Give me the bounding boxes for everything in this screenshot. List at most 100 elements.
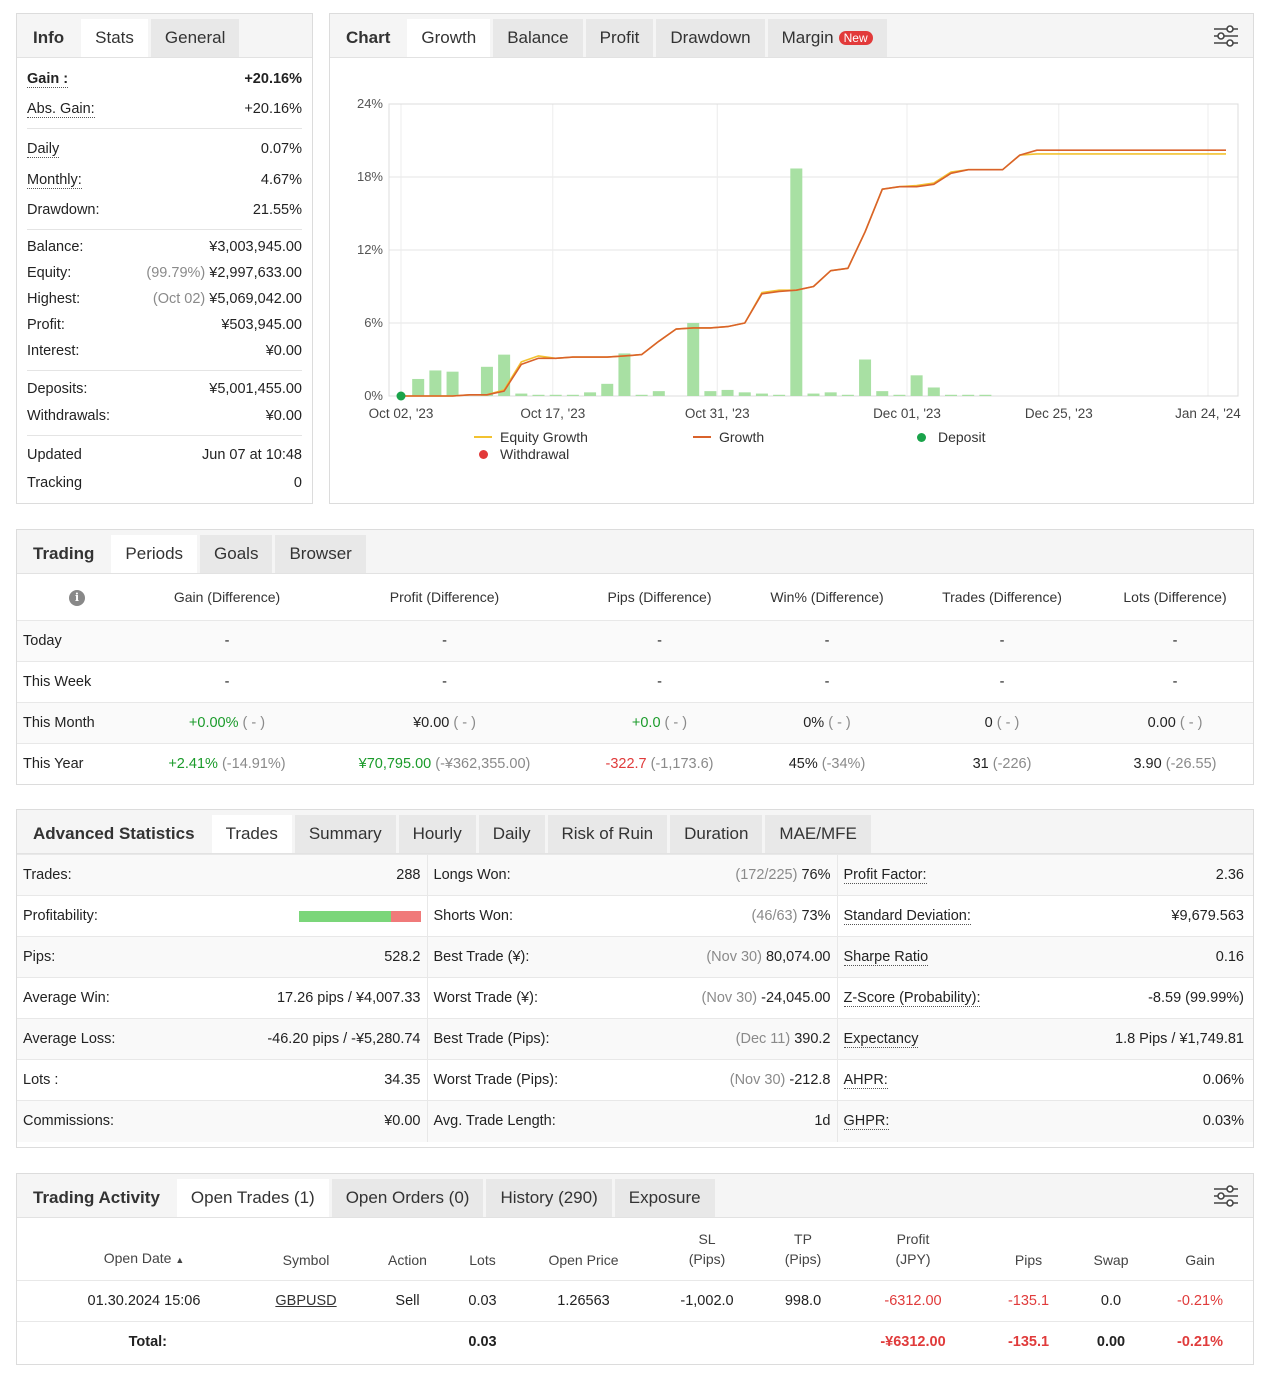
tab-open-orders[interactable]: Open Orders (0) (331, 1179, 484, 1217)
tab-general[interactable]: General (150, 19, 240, 57)
y-tick-label: 24% (357, 96, 383, 111)
stat-label: Avg. Trade Length: (426, 1100, 587, 1142)
period-cell: ¥70,795.00 (-¥362,355.00) (317, 742, 572, 784)
sort-ascending-icon: ▲ (175, 1254, 185, 1265)
tab-hourly[interactable]: Hourly (398, 815, 476, 853)
stat-value: ¥9,679.563 (1037, 895, 1253, 937)
total-profit: -¥6312.00 (844, 1320, 982, 1362)
tab-trading-activity[interactable]: Trading Activity (33, 1188, 160, 1207)
period-cell: 0 ( - ) (907, 701, 1097, 743)
profit-bar (807, 393, 820, 396)
stat-label-link[interactable]: Standard Deviation: (836, 895, 1037, 937)
profit-bar (704, 391, 717, 396)
period-cell: 31 (-226) (907, 742, 1097, 784)
stats-row: Trades: 288 Longs Won: (172/225) 76% Profit … (17, 854, 1253, 896)
profit-bar (755, 393, 768, 396)
stats-row: Average Win: 17.26 pips / ¥4,007.33 Worst … (17, 977, 1253, 1019)
tab-summary[interactable]: Summary (294, 815, 396, 853)
tab-goals[interactable]: Goals (200, 535, 273, 573)
tab-history[interactable]: History (290) (486, 1179, 612, 1217)
daily-label[interactable]: Daily (27, 140, 60, 158)
stats-row: Pips: 528.2 Best Trade (¥): (Nov 30) 80,074… (17, 936, 1253, 978)
monthly-label[interactable]: Monthly: (27, 171, 82, 189)
col-sl: SL (Pips) (688, 1230, 726, 1267)
stat-label: Trades: (17, 854, 157, 896)
drawdown-value: 21.55% (252, 202, 302, 218)
tab-stats[interactable]: Stats (81, 19, 148, 57)
equity-label: Equity: (27, 265, 72, 281)
stat-label-link[interactable]: AHPR: (836, 1059, 1037, 1101)
interest-label: Interest: (27, 343, 80, 359)
tab-daily[interactable]: Daily (478, 815, 545, 853)
stat-value: 0.16 (1037, 936, 1253, 978)
profit-bar (979, 394, 992, 396)
stat-label-link[interactable]: GHPR: (836, 1100, 1037, 1142)
tab-risk-of-ruin[interactable]: Risk of Ruin (547, 815, 668, 853)
col-swap: Swap (1093, 1251, 1129, 1268)
drawdown-label: Drawdown: (27, 202, 100, 218)
trading-panel: Trading Periods Goals Browser i Gain (Di… (16, 529, 1254, 785)
settings-sliders-icon[interactable] (1213, 1184, 1239, 1208)
profit-bar (412, 378, 425, 396)
tab-periods[interactable]: Periods (111, 535, 198, 573)
stat-value: (46/63) 73% (587, 895, 837, 937)
tab-balance[interactable]: Balance (493, 19, 583, 57)
col-pips: Pips (Difference) (607, 588, 712, 605)
settings-sliders-icon[interactable] (1213, 24, 1239, 48)
profit-bar (566, 394, 579, 396)
highest-label: Highest: (27, 291, 81, 307)
stat-label-link[interactable]: Profit Factor: (836, 854, 1037, 896)
stat-label-link[interactable]: Expectancy (836, 1018, 1037, 1060)
col-open-date[interactable]: Open Date ▲ (103, 1249, 185, 1266)
stat-value: 0.03% (1037, 1100, 1253, 1142)
profit-bar (532, 394, 545, 396)
tab-drawdown[interactable]: Drawdown (656, 19, 765, 57)
profit-bar (721, 389, 734, 396)
period-cell: - (317, 619, 572, 661)
daily-value: 0.07% (260, 141, 302, 157)
tab-profit[interactable]: Profit (585, 19, 654, 57)
tab-margin[interactable]: Margin New (767, 19, 887, 57)
gain-label[interactable]: Gain : (27, 70, 69, 88)
abs-gain-label[interactable]: Abs. Gain: (27, 100, 95, 118)
total-label: Total: (17, 1320, 247, 1362)
period-cell: 0% ( - ) (747, 701, 907, 743)
tab-mae-mfe[interactable]: MAE/MFE (765, 815, 871, 853)
profit-label: Profit: (27, 317, 65, 333)
tab-exposure[interactable]: Exposure (614, 1179, 715, 1217)
equity-percent: (99.79%) (146, 265, 206, 281)
empty-cell (762, 1320, 844, 1362)
symbol-link[interactable]: GBPUSD (247, 1279, 365, 1321)
total-swap: 0.00 (1075, 1320, 1147, 1362)
stat-label-link[interactable]: Z-Score (Probability): (836, 977, 1037, 1019)
col-lots: Lots (469, 1251, 496, 1268)
period-cell: - (572, 619, 747, 661)
tab-duration[interactable]: Duration (670, 815, 763, 853)
y-tick-label: 0% (364, 388, 383, 403)
period-label: This Week (17, 660, 137, 702)
profitability-bar (157, 895, 427, 937)
tab-growth[interactable]: Growth (407, 19, 491, 57)
tab-info[interactable]: Info (33, 28, 65, 47)
period-label: Today (17, 619, 137, 661)
tab-trades[interactable]: Trades (211, 815, 292, 853)
periods-table: i Gain (Difference) Profit (Difference) … (17, 574, 1253, 784)
tab-open-trades[interactable]: Open Trades (1) (176, 1179, 329, 1217)
tab-advanced-statistics[interactable]: Advanced Statistics (33, 824, 195, 843)
stat-label: Average Loss: (17, 1018, 157, 1060)
stat-label-link[interactable]: Sharpe Ratio (836, 936, 1037, 978)
gain-value: +20.16% (244, 71, 302, 87)
activity-tabs: Trading Activity Open Trades (1) Open Or… (17, 1174, 1253, 1218)
info-icon[interactable]: i (17, 574, 137, 620)
tab-browser[interactable]: Browser (275, 535, 366, 573)
profit-bar (876, 391, 889, 396)
table-row: Today - - - - - - (17, 619, 1253, 661)
stat-value: 34.35 (157, 1059, 427, 1101)
period-label: This Month (17, 701, 137, 743)
stats-row: Commissions: ¥0.00 Avg. Trade Length: 1d GHP… (17, 1100, 1253, 1142)
divider (27, 435, 302, 436)
stat-value: 17.26 pips / ¥4,007.33 (157, 977, 427, 1019)
updated-value: Jun 07 at 10:48 (202, 447, 302, 463)
tab-chart[interactable]: Chart (346, 28, 391, 47)
tab-trading[interactable]: Trading (33, 544, 95, 563)
